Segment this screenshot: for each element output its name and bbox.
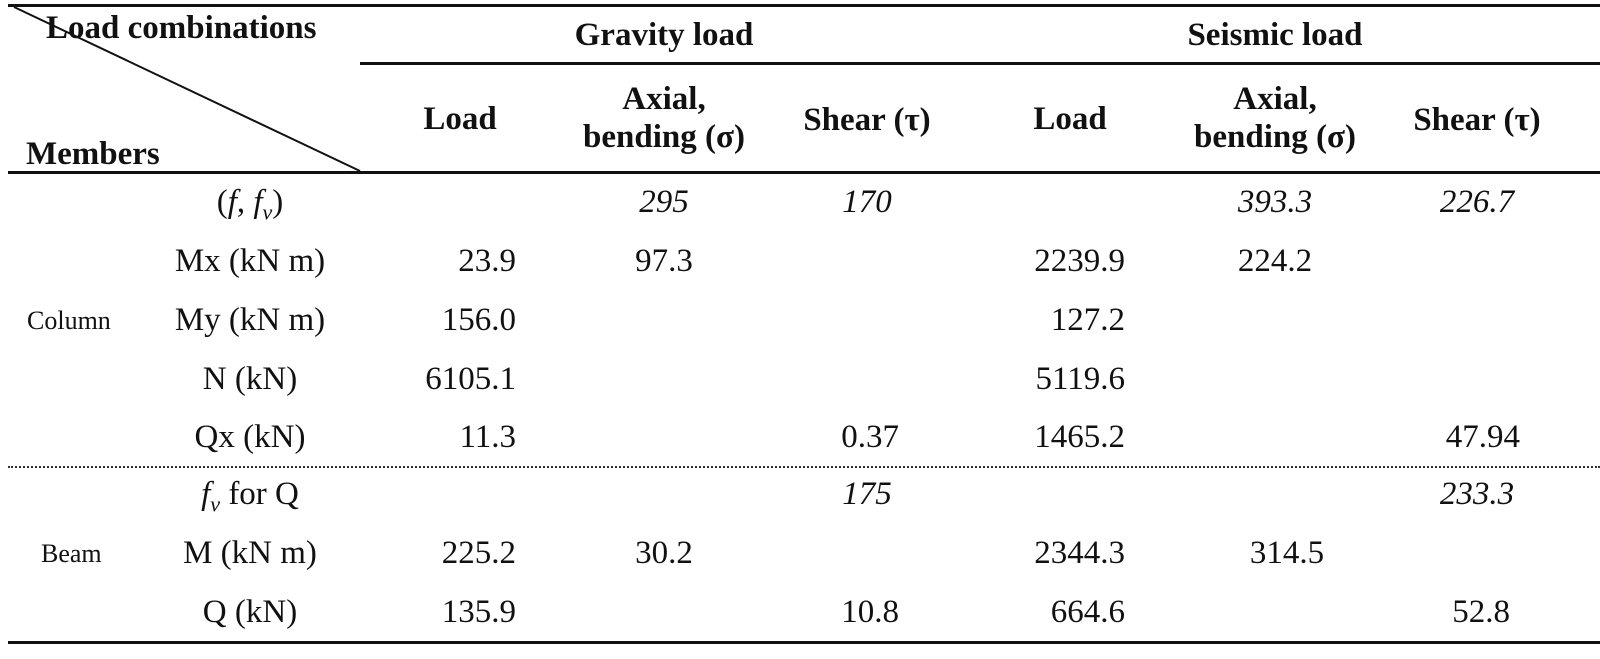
cell-allowable: 295 xyxy=(639,184,689,220)
col-header-gravity-shear: Shear (τ) xyxy=(803,102,931,138)
cell-value: 224.2 xyxy=(1237,243,1313,279)
cell-value: 2344.3 xyxy=(1034,535,1125,571)
cell-value: 6105.1 xyxy=(425,361,516,397)
row-label-paren-close: ) xyxy=(272,184,284,220)
cell-value: 97.3 xyxy=(635,243,693,279)
cell-allowable: 170 xyxy=(842,184,892,220)
cell-value: 135.9 xyxy=(441,594,516,630)
group-underline xyxy=(360,62,1600,65)
header-bottom-rule xyxy=(8,171,1600,174)
cell-allowable: 233.3 xyxy=(1439,476,1515,512)
cell-allowable: 393.3 xyxy=(1237,184,1313,220)
col-header-line: bending (σ) xyxy=(583,119,745,155)
row-label-my: My (kN m) xyxy=(174,302,326,338)
cell-value: 314.5 xyxy=(1249,535,1325,571)
member-label-beam: Beam xyxy=(41,539,102,568)
row-label-fv-for-q: fv for Q xyxy=(201,478,299,516)
bottom-rule xyxy=(8,641,1600,644)
row-label-fv: fv xyxy=(253,184,273,225)
cell-value: 11.3 xyxy=(459,419,516,455)
top-rule xyxy=(8,4,1600,7)
row-label-m: M (kN m) xyxy=(183,535,317,571)
row-label-fv: fv xyxy=(201,476,221,517)
row-label-f-fv: (f, fv) xyxy=(217,186,284,224)
col-header-gravity-load: Load xyxy=(423,101,497,137)
cell-value: 52.8 xyxy=(1452,594,1510,630)
col-header-seismic-load: Load xyxy=(1033,101,1107,137)
cell-value: 127.2 xyxy=(1050,302,1125,338)
row-label-f: f xyxy=(227,184,237,220)
row-label-for-q: for Q xyxy=(220,476,299,512)
col-header-line: Axial, xyxy=(622,81,706,117)
col-header-seismic-shear: Shear (τ) xyxy=(1413,102,1541,138)
section-divider xyxy=(8,466,1600,468)
row-label-n: N (kN) xyxy=(202,361,298,397)
cell-value: 664.6 xyxy=(1050,594,1125,630)
row-label-paren-open: ( xyxy=(216,184,228,220)
corner-label-load-combinations: Load combinations xyxy=(46,10,317,46)
corner-label-members: Members xyxy=(26,136,160,172)
cell-value: 47.94 xyxy=(1445,419,1520,455)
cell-value: 0.37 xyxy=(841,419,899,455)
cell-value: 225.2 xyxy=(441,535,516,571)
cell-value: 1465.2 xyxy=(1034,419,1125,455)
cell-value: 2239.9 xyxy=(1034,243,1125,279)
cell-value: 156.0 xyxy=(441,302,516,338)
row-label-qx: Qx (kN) xyxy=(194,419,306,455)
col-header-seismic-axial: Axial, bending (σ) xyxy=(1194,80,1356,156)
cell-value: 30.2 xyxy=(635,535,693,571)
cell-allowable: 226.7 xyxy=(1439,184,1515,220)
col-header-gravity-axial: Axial, bending (σ) xyxy=(583,80,745,156)
col-header-line: Axial, xyxy=(1233,81,1317,117)
row-label-q: Q (kN) xyxy=(202,594,298,630)
row-label-mx: Mx (kN m) xyxy=(174,243,326,279)
col-header-line: bending (σ) xyxy=(1194,119,1356,155)
row-label-comma: , xyxy=(236,184,254,220)
member-label-column: Column xyxy=(27,306,111,335)
cell-value: 23.9 xyxy=(458,243,516,279)
cell-allowable: 175 xyxy=(842,476,892,512)
group-header-gravity: Gravity load xyxy=(574,17,754,53)
cell-value: 10.8 xyxy=(841,594,899,630)
group-header-seismic: Seismic load xyxy=(1187,17,1363,53)
cell-value: 5119.6 xyxy=(1035,361,1125,397)
